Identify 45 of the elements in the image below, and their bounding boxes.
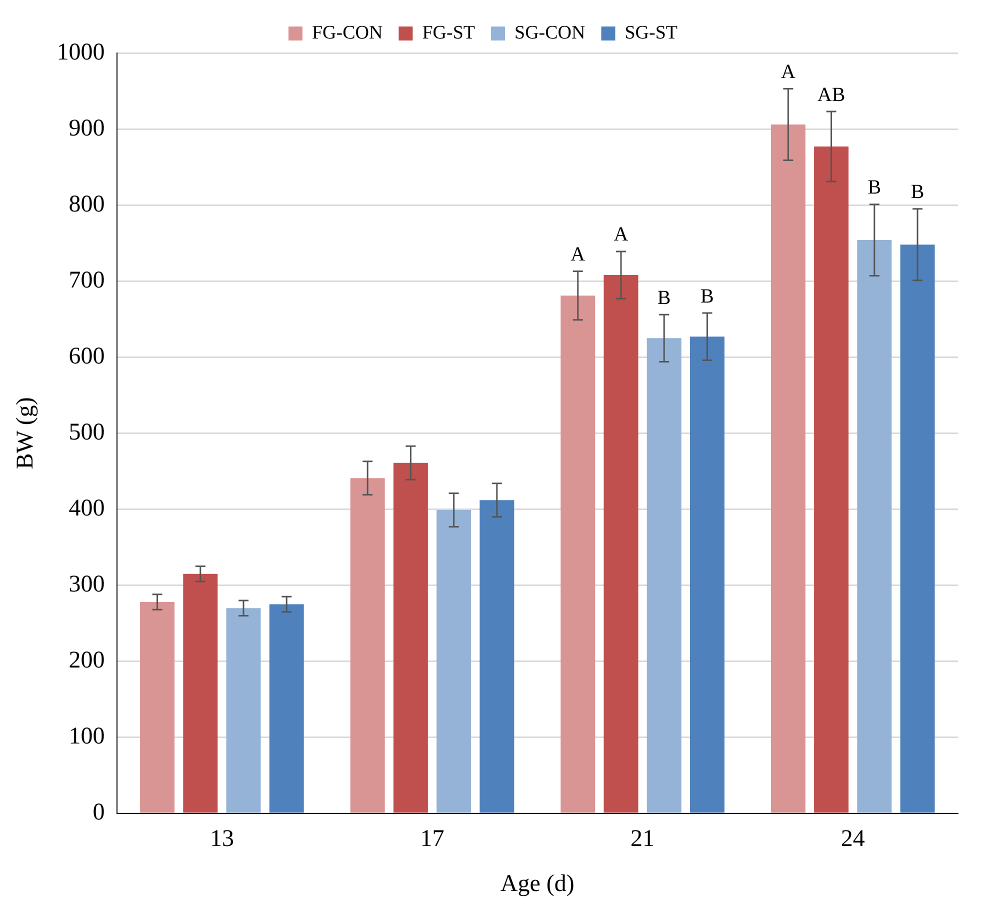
bar	[560, 296, 596, 813]
bar	[269, 604, 304, 813]
bar	[814, 146, 849, 813]
y-tick-label: 300	[68, 572, 105, 598]
bar	[857, 240, 892, 813]
legend-label: FG-ST	[422, 22, 476, 44]
data-label: B	[910, 181, 924, 204]
bar	[350, 478, 385, 813]
bar	[900, 244, 935, 813]
data-label: A	[614, 224, 629, 246]
x-axis-title: Age (d)	[500, 870, 574, 897]
x-tick-label: 21	[630, 826, 655, 852]
bar	[436, 510, 472, 813]
y-tick-label: 400	[68, 496, 105, 522]
legend-label: SG-ST	[624, 22, 678, 44]
bar	[646, 338, 682, 813]
y-tick-label: 800	[68, 191, 105, 218]
data-label: A	[570, 243, 586, 266]
y-tick-label: 100	[68, 724, 105, 750]
x-tick-label: 17	[420, 826, 444, 852]
y-tick-label: 700	[68, 267, 105, 294]
bar	[604, 275, 638, 813]
data-label: B	[700, 285, 714, 308]
data-label: AB	[817, 84, 846, 106]
legend-label: FG-CON	[312, 22, 383, 44]
y-tick-label: 200	[68, 648, 105, 674]
y-tick-label: 500	[68, 419, 105, 446]
x-tick-label: 24	[840, 826, 865, 852]
y-axis-title: BW (g)	[12, 397, 39, 470]
data-label: B	[657, 286, 671, 309]
legend-label: SG-CON	[514, 22, 586, 44]
y-tick-label: 0	[92, 800, 105, 826]
bar	[140, 602, 175, 813]
y-tick-label: 900	[68, 115, 105, 142]
bar	[480, 500, 514, 813]
data-label: B	[868, 176, 882, 199]
bar	[226, 608, 261, 813]
x-tick-label: 13	[210, 826, 234, 852]
bar	[183, 574, 218, 813]
bar	[690, 336, 724, 813]
bar	[770, 124, 806, 813]
y-tick-label: 1000	[56, 39, 105, 66]
y-tick-label: 600	[68, 343, 105, 370]
bar	[393, 462, 428, 813]
data-label: A	[780, 60, 796, 83]
